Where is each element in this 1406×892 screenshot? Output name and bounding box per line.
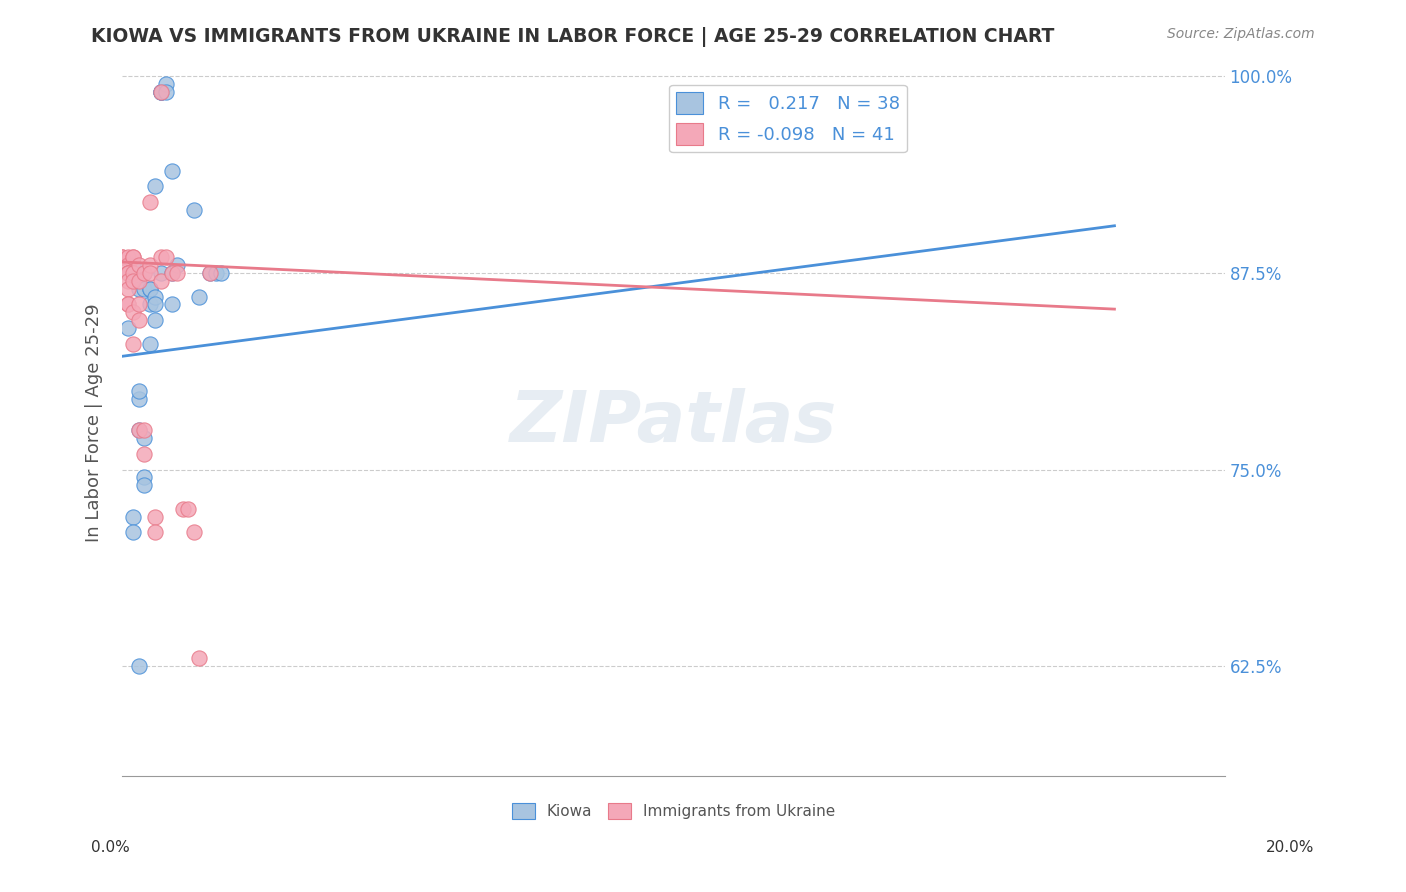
Legend: Kiowa, Immigrants from Ukraine: Kiowa, Immigrants from Ukraine [506, 797, 841, 825]
Point [160, 266, 183, 280]
Point [132, 266, 155, 280]
Point [117, 321, 139, 335]
Point [132, 478, 155, 492]
Point [117, 266, 139, 280]
Point [122, 509, 145, 524]
Point [166, 266, 188, 280]
Point [149, 85, 172, 99]
Point [122, 250, 145, 264]
Point [183, 525, 205, 540]
Point [111, 250, 134, 264]
Point [132, 266, 155, 280]
Point [132, 282, 155, 296]
Point [111, 250, 134, 264]
Point [122, 274, 145, 288]
Point [138, 297, 160, 311]
Point [143, 509, 166, 524]
Point [132, 431, 155, 445]
Point [172, 501, 194, 516]
Point [149, 274, 172, 288]
Point [132, 470, 155, 484]
Text: KIOWA VS IMMIGRANTS FROM UKRAINE IN LABOR FORCE | AGE 25-29 CORRELATION CHART: KIOWA VS IMMIGRANTS FROM UKRAINE IN LABO… [91, 27, 1055, 46]
Point [128, 392, 150, 406]
Point [128, 297, 150, 311]
Point [128, 274, 150, 288]
Point [128, 313, 150, 327]
Point [122, 336, 145, 351]
Point [117, 282, 139, 296]
Text: Source: ZipAtlas.com: Source: ZipAtlas.com [1167, 27, 1315, 41]
Point [132, 423, 155, 437]
Point [188, 289, 211, 303]
Point [155, 77, 177, 91]
Point [149, 85, 172, 99]
Point [138, 258, 160, 272]
Point [117, 250, 139, 264]
Point [138, 266, 160, 280]
Point [122, 250, 145, 264]
Point [188, 651, 211, 665]
Text: 20.0%: 20.0% [1267, 840, 1315, 855]
Point [117, 266, 139, 280]
Point [128, 258, 150, 272]
Point [117, 297, 139, 311]
Point [128, 659, 150, 673]
Point [149, 85, 172, 99]
Point [160, 163, 183, 178]
Text: ZIPatlas: ZIPatlas [510, 388, 837, 457]
Point [160, 266, 183, 280]
Point [177, 501, 200, 516]
Point [155, 250, 177, 264]
Point [160, 297, 183, 311]
Point [200, 266, 222, 280]
Point [122, 266, 145, 280]
Point [183, 202, 205, 217]
Point [143, 313, 166, 327]
Point [204, 266, 226, 280]
Point [128, 423, 150, 437]
Point [143, 289, 166, 303]
Point [209, 266, 232, 280]
Point [128, 282, 150, 296]
Point [132, 447, 155, 461]
Point [122, 305, 145, 319]
Point [138, 195, 160, 210]
Point [149, 250, 172, 264]
Point [117, 266, 139, 280]
Point [138, 282, 160, 296]
Point [155, 85, 177, 99]
Point [138, 282, 160, 296]
Point [128, 423, 150, 437]
Point [122, 525, 145, 540]
Point [143, 525, 166, 540]
Point [149, 266, 172, 280]
Point [117, 258, 139, 272]
Point [166, 258, 188, 272]
Point [117, 274, 139, 288]
Point [122, 258, 145, 272]
Text: 0.0%: 0.0% [91, 840, 131, 855]
Point [138, 336, 160, 351]
Y-axis label: In Labor Force | Age 25-29: In Labor Force | Age 25-29 [86, 303, 103, 541]
Point [117, 297, 139, 311]
Point [117, 266, 139, 280]
Point [128, 384, 150, 398]
Point [143, 297, 166, 311]
Point [200, 266, 222, 280]
Point [149, 85, 172, 99]
Point [143, 179, 166, 194]
